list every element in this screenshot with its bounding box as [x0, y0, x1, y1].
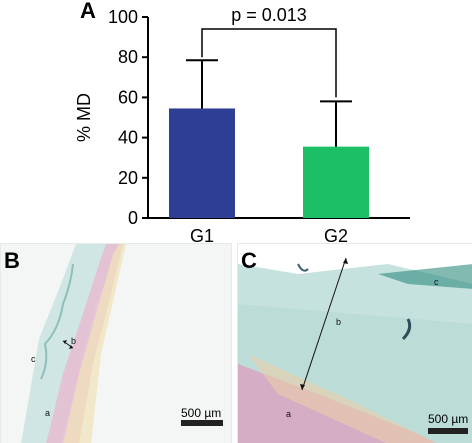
micrograph-b: b c a 500 µm [0, 243, 232, 443]
panel-label-c: C [241, 248, 257, 273]
x-tick-label: G1 [190, 226, 214, 243]
y-tick-label: 0 [128, 208, 138, 228]
y-tick-label: 100 [108, 7, 138, 27]
y-tick-label: 60 [118, 87, 138, 107]
micrograph-b-image [1, 244, 231, 443]
layer-label-b: b [336, 317, 342, 327]
bar-g2 [303, 146, 369, 218]
scale-label-c: 500 µm [428, 412, 469, 426]
layer-label-c: c [434, 277, 439, 287]
scale-label-b: 500 µm [181, 406, 222, 420]
scale-bar-b [181, 420, 223, 426]
micrograph-c: b c a 500 µm [237, 243, 472, 443]
panel-label-b: B [4, 248, 20, 273]
y-tick-label: 20 [118, 168, 138, 188]
x-tick-label: G2 [324, 226, 348, 243]
layer-label-a: a [286, 409, 292, 419]
y-tick-label: 40 [118, 128, 138, 148]
significance-bracket [201, 28, 337, 98]
y-tick-label: 80 [118, 47, 138, 67]
micrograph-c-image [238, 244, 472, 443]
layer-label-a: a [45, 408, 51, 418]
y-axis-label: % MD [74, 93, 94, 142]
layer-label-c: c [31, 354, 36, 364]
scale-bar-c [428, 428, 468, 434]
bar-g1 [169, 108, 235, 218]
bar-chart: 0 20 40 60 80 100 % MD G1 G2 p = 0.013 [74, 5, 410, 243]
p-value-annotation: p = 0.013 [231, 5, 307, 25]
panel-label-a: A [80, 0, 96, 23]
layer-label-b: b [71, 336, 77, 346]
